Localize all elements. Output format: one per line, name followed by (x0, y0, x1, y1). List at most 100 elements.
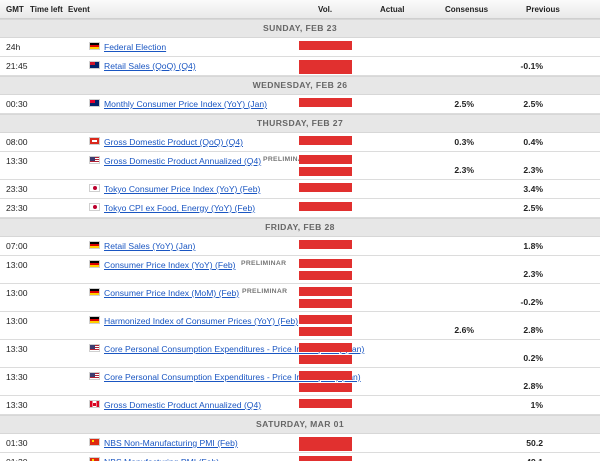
preliminary-tag: PRELIMINAR (263, 156, 309, 163)
volatility-bar (299, 183, 352, 192)
volatility-bar (299, 98, 352, 107)
event-time: 01:30 (6, 457, 28, 461)
event-row[interactable]: 13:30 Gross Domestic Product Annualized (… (0, 152, 600, 180)
consensus-value: 2.5% (454, 99, 474, 109)
event-row[interactable]: 00:30 Monthly Consumer Price Index (YoY) … (0, 95, 600, 114)
flag-au-icon (89, 99, 100, 107)
volatility-bar (299, 259, 352, 268)
flag-de-icon (89, 260, 100, 268)
previous-value: 2.8% (523, 381, 543, 391)
event-link[interactable]: Consumer Price Index (YoY) (Feb) (104, 260, 236, 270)
previous-value: -0.1% (520, 61, 543, 71)
event-time: 07:00 (6, 241, 28, 251)
volatility-bar (299, 383, 352, 392)
volatility-bar (299, 136, 352, 145)
event-link[interactable]: Gross Domestic Product (QoQ) (Q4) (104, 137, 243, 147)
column-consensus: Consensus (445, 5, 489, 14)
previous-value: 50.2 (526, 438, 543, 448)
event-link[interactable]: Tokyo CPI ex Food, Energy (YoY) (Feb) (104, 203, 256, 213)
volatility-bar (299, 343, 352, 352)
event-time: 23:30 (6, 184, 28, 194)
previous-value: 1% (530, 400, 543, 410)
event-row[interactable]: 23:30 Tokyo CPI ex Food, Energy (YoY) (Fe… (0, 199, 600, 218)
volatility-bar (299, 299, 352, 308)
event-time: 13:30 (6, 372, 28, 382)
event-time: 13:30 (6, 400, 28, 410)
event-time: 01:30 (6, 438, 28, 448)
preliminary-tag: PRELIMINAR (241, 260, 287, 267)
event-row[interactable]: 01:30 NBS Non-Manufacturing PMI (Feb) 50.2 (0, 434, 600, 453)
day-header: WEDNESDAY, FEB 26 (0, 76, 600, 95)
previous-value: -0.2% (520, 297, 543, 307)
event-time: 21:45 (6, 61, 28, 71)
event-time: 08:00 (6, 137, 28, 147)
volatility-bar (299, 445, 352, 451)
event-time: 13:00 (6, 316, 28, 326)
preliminary-tag: PRELIMINAR (242, 288, 288, 295)
flag-cn-icon (89, 438, 100, 446)
event-link[interactable]: NBS Manufacturing PMI (Feb) (104, 457, 219, 461)
volatility-bar (299, 355, 352, 364)
flag-us-icon (89, 156, 100, 164)
event-link[interactable]: Consumer Price Index (MoM) (Feb) (104, 288, 240, 298)
volatility-bar (299, 155, 352, 164)
event-link[interactable]: NBS Non-Manufacturing PMI (Feb) (104, 438, 238, 448)
previous-value: 49.1 (483, 457, 543, 461)
event-row[interactable]: 13:00 Consumer Price Index (YoY) (Feb) PRE… (0, 256, 600, 284)
volatility-bar (299, 399, 352, 408)
event-row[interactable]: 01:30 NBS Manufacturing PMI (Feb) 49.1 (0, 453, 600, 461)
flag-us-icon (89, 372, 100, 380)
event-row[interactable]: 13:30 Core Personal Consumption Expenditu… (0, 340, 600, 368)
event-link[interactable]: Monthly Consumer Price Index (YoY) (Jan) (104, 99, 268, 109)
event-link[interactable]: Harmonized Index of Consumer Prices (YoY… (104, 316, 299, 326)
event-row[interactable]: 24h Federal Election (0, 38, 600, 57)
event-row[interactable]: 21:45 Retail Sales (QoQ) (Q4) -0.1% (0, 57, 600, 76)
event-row[interactable]: 13:30 Gross Domestic Product Annualized (… (0, 396, 600, 415)
event-link[interactable]: Core Personal Consumption Expenditures -… (104, 372, 361, 382)
day-header: THURSDAY, FEB 27 (0, 114, 600, 133)
flag-jp-icon (89, 203, 100, 211)
flag-us-icon (89, 344, 100, 352)
previous-value: 2.5% (523, 203, 543, 213)
column-previous: Previous (526, 5, 560, 14)
consensus-value: 2.3% (454, 165, 474, 175)
event-row[interactable]: 08:00 Gross Domestic Product (QoQ) (Q4) 0.… (0, 133, 600, 152)
flag-de-icon (89, 241, 100, 249)
event-time: 13:30 (6, 344, 28, 354)
event-time: 13:30 (6, 156, 28, 166)
volatility-bar (299, 437, 352, 446)
event-link[interactable]: Federal Election (104, 42, 167, 52)
column-time-left: Time left (30, 5, 63, 14)
event-row[interactable]: 13:30 Core Personal Consumption Expenditu… (0, 368, 600, 396)
calendar-body: SUNDAY, FEB 23 24h Federal Election 21:45 Re… (0, 19, 600, 461)
flag-de-icon (89, 316, 100, 324)
flag-nz-icon (89, 61, 100, 69)
day-header: SUNDAY, FEB 23 (0, 19, 600, 38)
flag-ch-icon (89, 137, 100, 145)
event-link[interactable]: Retail Sales (QoQ) (Q4) (104, 61, 196, 71)
event-row[interactable]: 13:00 Consumer Price Index (MoM) (Feb) PRE… (0, 284, 600, 312)
volatility-bar (299, 167, 352, 176)
event-time: 23:30 (6, 203, 28, 213)
volatility-bar (299, 60, 352, 69)
event-link[interactable]: Core Personal Consumption Expenditures -… (104, 344, 365, 354)
event-row[interactable]: 23:30 Tokyo Consumer Price Index (YoY) (F… (0, 180, 600, 199)
event-link[interactable]: Retail Sales (YoY) (Jan) (104, 241, 196, 251)
volatility-bar (299, 371, 352, 380)
event-link[interactable]: Tokyo Consumer Price Index (YoY) (Feb) (104, 184, 261, 194)
table-header: GMT Time left Event Vol. Actual Consensu… (0, 0, 600, 19)
volatility-bar (299, 240, 352, 249)
previous-value: 2.3% (523, 269, 543, 279)
event-row[interactable]: 07:00 Retail Sales (YoY) (Jan) 1.8% (0, 237, 600, 256)
day-header: SATURDAY, MAR 01 (0, 415, 600, 434)
column-event: Event (68, 5, 90, 14)
volatility-bar (299, 315, 352, 324)
column-actual: Actual (380, 5, 405, 14)
volatility-bar (299, 456, 352, 461)
event-link[interactable]: Gross Domestic Product Annualized (Q4) (104, 400, 262, 410)
previous-value: 3.4% (523, 184, 543, 194)
event-row[interactable]: 13:00 Harmonized Index of Consumer Prices… (0, 312, 600, 340)
event-link[interactable]: Gross Domestic Product Annualized (Q4) (104, 156, 262, 166)
volatility-bar (299, 41, 352, 50)
